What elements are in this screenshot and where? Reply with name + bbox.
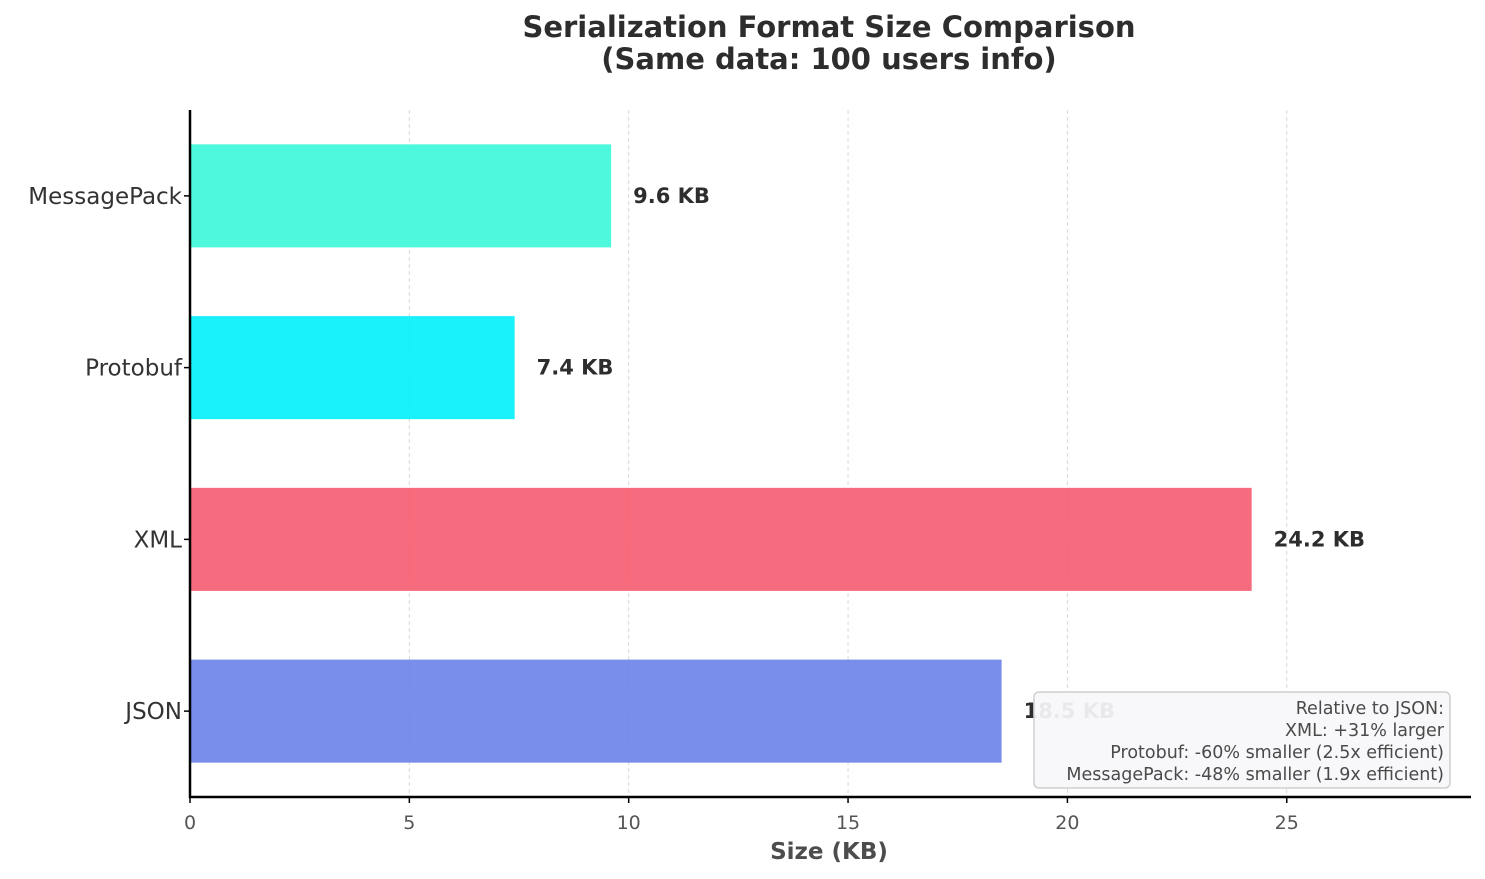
annotation-line-4: MessagePack: -48% smaller (1.9x efficien… [1066,765,1444,785]
bar-xml [190,487,1252,591]
y-tick-label-xml: XML [134,527,183,553]
annotation-background [1033,691,1451,789]
annotation-line-2: XML: +31% larger [1285,721,1445,741]
axes [188,110,1471,799]
x-tick-label: 25 [1275,812,1299,834]
x-tick-label: 5 [403,812,415,834]
value-label-protobuf: 7.4 KB [537,356,614,380]
y-tick-label-json: JSON [123,699,182,725]
bars [190,144,1252,763]
y-tick-label-messagepack: MessagePack [28,184,182,210]
value-label-messagepack: 9.6 KB [633,184,710,208]
annotation-line-1: Relative to JSON: [1296,699,1444,719]
y-tick-label-protobuf: Protobuf [85,356,183,382]
x-tick-label: 10 [617,812,641,834]
x-tick-label: 15 [836,812,860,834]
annotation-line-3: Protobuf: -60% smaller (2.5x efficient) [1110,743,1444,763]
x-tick-labels: 0 5 10 15 20 25 [184,797,1299,834]
comparison-annotation: Relative to JSON: XML: +31% larger Proto… [1033,691,1451,789]
bar-messagepack [190,144,612,248]
x-axis-label: Size (KB) [770,839,888,865]
bar-protobuf [190,316,515,420]
value-label-xml: 24.2 KB [1274,527,1365,551]
y-tick-labels: JSON XML Protobuf MessagePack [28,184,190,725]
chart-title-line-2: (Same data: 100 users info) [601,42,1056,76]
chart-title-line-1: Serialization Format Size Comparison [522,10,1135,44]
bar-json [190,659,1002,763]
x-tick-label: 20 [1055,812,1079,834]
chart-title: Serialization Format Size Comparison (Sa… [522,10,1135,76]
bar-value-labels: 18.5 KB24.2 KB7.4 KB9.6 KB [537,184,1365,723]
x-tick-label: 0 [184,812,196,834]
